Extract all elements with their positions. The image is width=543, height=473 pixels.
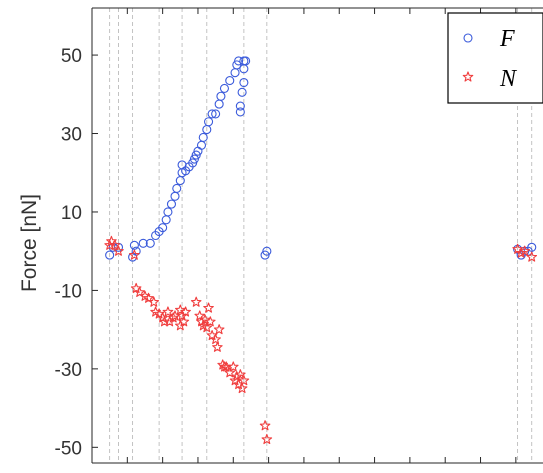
data-point-circle — [219, 83, 230, 93]
data-point-circle — [239, 77, 249, 88]
data-point-circle — [172, 183, 182, 193]
data-point-star — [194, 310, 206, 321]
data-point-circle — [230, 68, 240, 78]
data-point-circle — [158, 223, 168, 233]
data-point-star — [212, 341, 223, 352]
data-point-circle — [105, 250, 115, 260]
data-point-star — [203, 302, 214, 313]
data-point-circle — [175, 176, 185, 186]
y-tick-label: -10 — [55, 281, 82, 302]
data-point-circle — [198, 132, 208, 142]
data-point-star — [175, 304, 186, 315]
series-n — [104, 235, 538, 445]
data-point-star — [236, 382, 248, 394]
data-point-star — [129, 249, 140, 260]
data-point-star — [175, 320, 186, 331]
y-tick-label: -50 — [55, 438, 82, 459]
data-point-circle — [163, 207, 173, 217]
data-point-circle — [145, 238, 155, 248]
y-axis-title: Force [nN] — [18, 194, 41, 292]
data-point-star — [259, 420, 271, 431]
data-point-circle — [234, 56, 244, 66]
data-point-star — [224, 367, 236, 378]
data-point-circle — [138, 238, 148, 248]
data-point-star — [199, 314, 211, 325]
data-series — [104, 56, 538, 445]
axes — [91, 7, 543, 464]
data-point-star — [109, 239, 121, 250]
data-point-star — [238, 375, 250, 386]
legend-circle-marker — [463, 33, 473, 43]
legend-box — [447, 12, 543, 104]
data-point-circle — [262, 246, 272, 256]
legend-label-n: N — [499, 66, 518, 92]
legend-label-f: F — [499, 26, 515, 52]
data-point-circle — [196, 140, 207, 150]
y-tick-label: 50 — [61, 46, 82, 67]
legend-marker-circle — [463, 33, 473, 43]
data-point-star — [227, 361, 239, 372]
data-point-star — [261, 433, 273, 445]
data-point-star — [231, 371, 243, 382]
data-point-star — [526, 251, 538, 262]
data-point-star — [176, 310, 188, 321]
legend-star-marker — [462, 71, 474, 82]
legend-marker-star — [462, 71, 474, 82]
data-point-circle — [214, 99, 224, 109]
data-point-circle — [166, 199, 177, 209]
data-point-star — [519, 245, 530, 256]
data-point-star — [235, 369, 246, 380]
data-point-circle — [161, 215, 171, 225]
data-point-circle — [225, 76, 235, 86]
data-point-star — [205, 316, 216, 327]
data-point-circle — [235, 101, 245, 111]
data-point-circle — [527, 242, 537, 252]
data-point-circle — [207, 109, 217, 119]
data-point-circle — [204, 117, 214, 127]
axis-ticks: 50 30 10 -10 -30 -50 — [55, 8, 517, 463]
data-point-star — [148, 296, 160, 307]
data-point-circle — [237, 87, 247, 97]
data-point-star — [190, 296, 202, 307]
y-tick-label: 30 — [61, 125, 82, 146]
data-point-star — [113, 245, 124, 256]
data-point-star — [143, 292, 154, 303]
data-point-circle — [131, 246, 141, 256]
y-tick-label: 10 — [61, 203, 82, 224]
data-point-circle — [211, 109, 221, 119]
data-point-star — [201, 322, 213, 333]
legend-item-n: N — [462, 66, 518, 92]
data-point-circle — [235, 107, 245, 117]
data-point-circle — [129, 240, 139, 250]
data-point-star — [162, 306, 174, 317]
legend: F N — [447, 12, 543, 104]
data-point-star — [210, 333, 221, 345]
data-point-star — [213, 324, 225, 335]
data-point-star — [134, 286, 145, 297]
data-point-star — [180, 306, 191, 317]
data-point-circle — [170, 191, 180, 201]
y-tick-label: -30 — [55, 360, 82, 381]
data-point-star — [515, 247, 527, 258]
data-point-circle — [216, 91, 226, 101]
data-point-circle — [241, 56, 251, 66]
legend-item-f: F — [463, 26, 515, 52]
data-point-star — [150, 306, 161, 317]
